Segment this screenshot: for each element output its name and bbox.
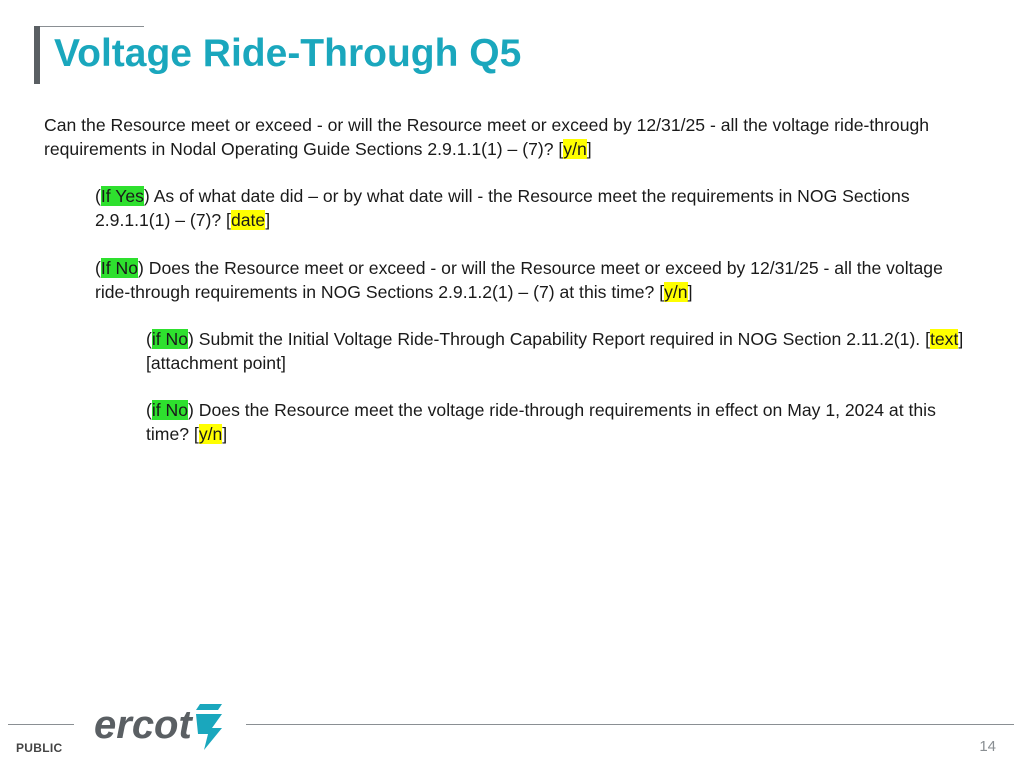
ercot-logo: ercot bbox=[94, 703, 222, 750]
answer-type-yn: y/n bbox=[198, 424, 223, 444]
answer-type-text: text bbox=[929, 329, 959, 349]
question-report-close: ] [attachment point] bbox=[146, 329, 964, 373]
condition-if-no: If No bbox=[100, 258, 139, 278]
paren-open: ( bbox=[146, 400, 152, 420]
footer-rule-right bbox=[246, 724, 1014, 725]
question-main: Can the Resource meet or exceed - or wil… bbox=[44, 113, 974, 161]
paren-open: ( bbox=[95, 258, 101, 278]
condition-if-no: if No bbox=[151, 329, 189, 349]
paren-open: ( bbox=[95, 186, 101, 206]
question-report-text: ) Submit the Initial Voltage Ride-Throug… bbox=[188, 329, 930, 349]
classification-label: PUBLIC bbox=[16, 741, 63, 755]
slide-title: Voltage Ride-Through Q5 bbox=[54, 32, 522, 75]
condition-if-no: if No bbox=[151, 400, 189, 420]
title-accent-bar bbox=[34, 26, 40, 84]
question-may-2024-text: ) Does the Resource meet the voltage rid… bbox=[146, 400, 936, 444]
question-if-no: (If No) Does the Resource meet or exceed… bbox=[95, 256, 975, 304]
question-may-2024-close: ] bbox=[222, 424, 228, 444]
question-if-yes-close: ] bbox=[265, 210, 271, 230]
answer-type-yn: y/n bbox=[664, 282, 688, 302]
question-if-no-text: ) Does the Resource meet or exceed - or … bbox=[95, 258, 943, 302]
question-if-yes: (If Yes) As of what date did – or by wha… bbox=[95, 184, 975, 232]
title-top-rule bbox=[34, 26, 144, 27]
ercot-logo-text: ercot bbox=[94, 703, 193, 747]
question-report-submit: (if No) Submit the Initial Voltage Ride-… bbox=[146, 327, 966, 375]
condition-if-yes: If Yes bbox=[100, 186, 144, 206]
question-if-yes-text: ) As of what date did – or by what date … bbox=[95, 186, 910, 230]
question-if-no-close: ] bbox=[687, 282, 693, 302]
question-main-close: ] bbox=[586, 139, 592, 159]
page-number: 14 bbox=[979, 738, 996, 755]
paren-open: ( bbox=[146, 329, 152, 349]
footer-rule-left bbox=[8, 724, 74, 725]
question-may-2024: (if No) Does the Resource meet the volta… bbox=[146, 398, 966, 446]
question-main-text: Can the Resource meet or exceed - or wil… bbox=[44, 115, 930, 159]
answer-type-yn: y/n bbox=[563, 139, 587, 159]
ercot-logo-mark-icon bbox=[196, 704, 222, 750]
answer-type-date: date bbox=[230, 210, 266, 230]
